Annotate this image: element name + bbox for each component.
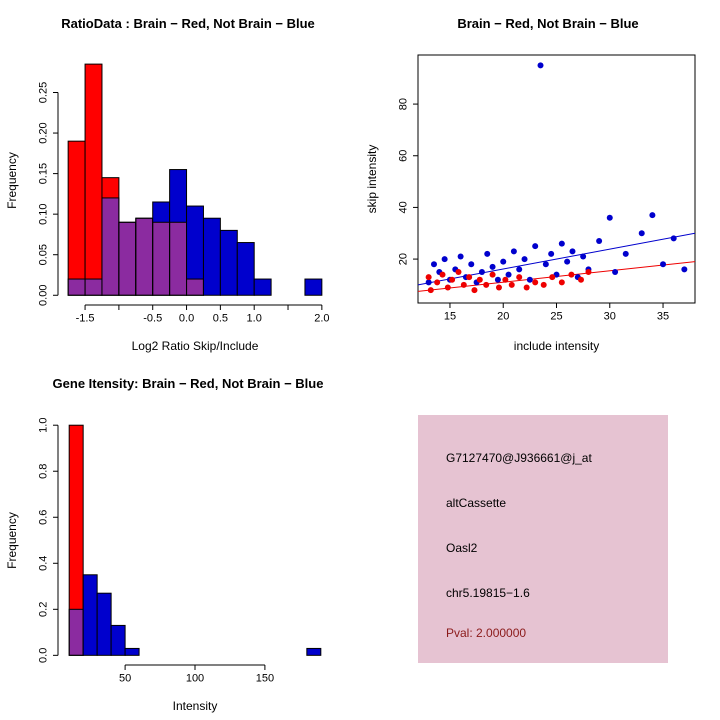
panel-ratio-histogram: RatioData : Brain − Red, Not Brain − Blu… (0, 0, 360, 360)
ratio-histogram-canvas (0, 0, 360, 360)
gene-info-box: G7127470@J936661@j_at altCassette Oasl2 … (418, 415, 668, 663)
locus-text: chr5.19815−1.6 (446, 586, 530, 600)
probe-id-text: G7127470@J936661@j_at (446, 451, 592, 465)
gene-intensity-histogram-canvas (0, 360, 360, 720)
gene-intensity-histogram-title: Gene Itensity: Brain − Red, Not Brain − … (52, 376, 324, 391)
intensity-scatter-title: Brain − Red, Not Brain − Blue (457, 16, 639, 31)
intensity-scatter-canvas (360, 0, 720, 360)
event-type-text: altCassette (446, 496, 507, 510)
panel-gene-intensity-histogram: Gene Itensity: Brain − Red, Not Brain − … (0, 360, 360, 720)
pval-text: Pval: 2.000000 (446, 626, 527, 640)
ratio-histogram-title: RatioData : Brain − Red, Not Brain − Blu… (61, 16, 315, 31)
gene-symbol-text: Oasl2 (446, 541, 478, 555)
panel-intensity-scatter: Brain − Red, Not Brain − Blue (360, 0, 720, 360)
panel-gene-info: G7127470@J936661@j_at altCassette Oasl2 … (360, 360, 720, 720)
